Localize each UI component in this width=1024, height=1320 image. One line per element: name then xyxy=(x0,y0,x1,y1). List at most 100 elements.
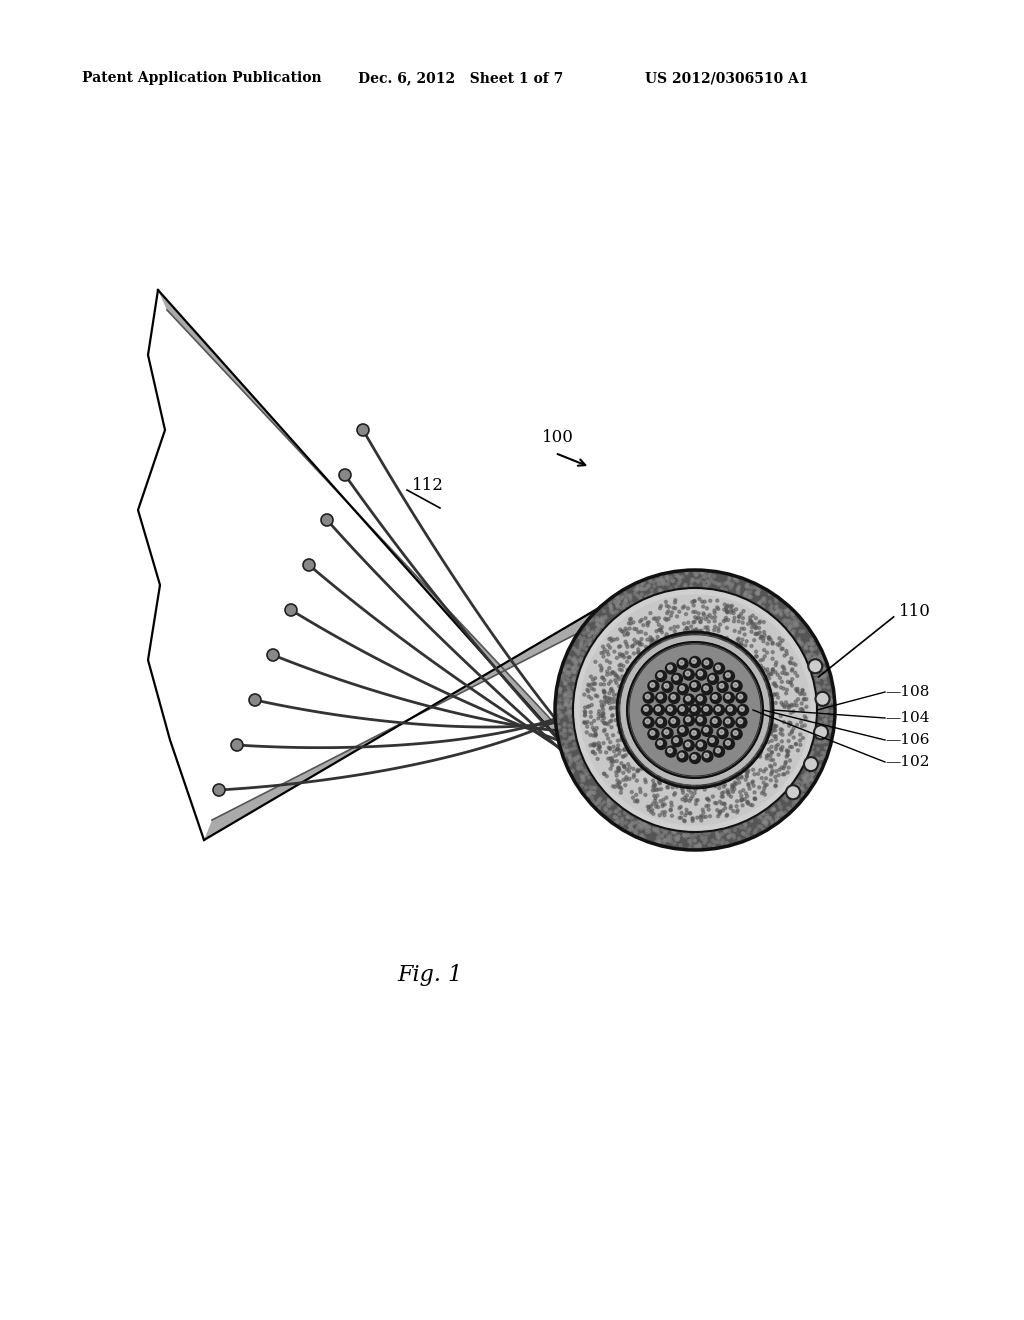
Circle shape xyxy=(716,748,720,752)
Circle shape xyxy=(623,605,626,607)
Circle shape xyxy=(784,692,787,694)
Circle shape xyxy=(588,642,591,644)
Circle shape xyxy=(786,754,788,756)
Circle shape xyxy=(639,587,642,590)
Circle shape xyxy=(562,669,565,672)
Circle shape xyxy=(823,711,826,714)
Circle shape xyxy=(716,834,719,837)
Circle shape xyxy=(748,787,751,791)
Circle shape xyxy=(761,680,764,684)
Circle shape xyxy=(797,780,800,783)
Circle shape xyxy=(629,598,632,601)
Circle shape xyxy=(772,808,775,810)
Circle shape xyxy=(771,642,774,644)
Circle shape xyxy=(558,706,561,709)
Circle shape xyxy=(567,678,570,682)
Circle shape xyxy=(760,635,763,638)
Circle shape xyxy=(650,731,654,735)
Circle shape xyxy=(711,717,721,727)
Circle shape xyxy=(609,697,612,701)
Circle shape xyxy=(636,768,639,771)
Circle shape xyxy=(792,804,795,807)
Circle shape xyxy=(663,841,666,843)
Circle shape xyxy=(740,799,743,801)
Circle shape xyxy=(781,813,784,816)
Circle shape xyxy=(713,574,716,578)
Circle shape xyxy=(621,706,624,709)
Circle shape xyxy=(773,725,776,729)
Circle shape xyxy=(787,721,791,725)
Circle shape xyxy=(684,796,686,799)
Circle shape xyxy=(733,788,736,791)
Circle shape xyxy=(649,639,652,643)
Circle shape xyxy=(569,730,572,733)
Circle shape xyxy=(689,729,700,739)
Circle shape xyxy=(732,836,735,840)
Circle shape xyxy=(807,783,810,787)
Circle shape xyxy=(771,651,774,653)
Circle shape xyxy=(774,725,777,727)
Circle shape xyxy=(727,581,730,583)
Circle shape xyxy=(726,605,729,607)
Circle shape xyxy=(746,770,750,772)
Circle shape xyxy=(700,836,703,838)
Circle shape xyxy=(597,618,600,620)
Circle shape xyxy=(694,628,697,631)
Circle shape xyxy=(583,647,586,649)
Circle shape xyxy=(774,684,776,686)
Circle shape xyxy=(792,632,795,635)
Circle shape xyxy=(720,795,723,799)
Circle shape xyxy=(564,693,567,696)
Circle shape xyxy=(755,626,758,630)
Circle shape xyxy=(722,619,725,623)
Circle shape xyxy=(652,783,655,785)
Circle shape xyxy=(790,711,793,714)
Circle shape xyxy=(825,673,827,676)
Circle shape xyxy=(801,785,804,789)
Circle shape xyxy=(740,644,743,647)
Circle shape xyxy=(745,640,749,643)
Circle shape xyxy=(764,820,767,824)
Circle shape xyxy=(618,748,622,752)
Circle shape xyxy=(584,643,587,645)
Circle shape xyxy=(806,762,809,764)
Circle shape xyxy=(798,638,801,640)
Circle shape xyxy=(572,735,575,738)
Circle shape xyxy=(764,817,767,820)
Circle shape xyxy=(602,742,605,744)
Circle shape xyxy=(655,717,667,727)
Circle shape xyxy=(829,729,833,733)
Circle shape xyxy=(737,585,740,589)
Circle shape xyxy=(774,701,777,705)
Circle shape xyxy=(599,714,602,718)
Circle shape xyxy=(812,764,815,767)
Circle shape xyxy=(713,611,716,614)
Text: 112: 112 xyxy=(412,477,443,494)
Circle shape xyxy=(622,664,625,668)
Circle shape xyxy=(570,701,573,705)
Circle shape xyxy=(797,698,800,701)
Circle shape xyxy=(563,681,566,685)
Circle shape xyxy=(601,645,604,648)
Circle shape xyxy=(800,643,803,645)
Circle shape xyxy=(726,813,729,816)
Circle shape xyxy=(635,779,638,783)
Circle shape xyxy=(566,694,569,697)
Circle shape xyxy=(796,784,799,788)
Circle shape xyxy=(599,619,602,623)
Circle shape xyxy=(816,678,819,681)
Circle shape xyxy=(580,760,583,763)
Circle shape xyxy=(743,634,746,636)
Circle shape xyxy=(680,706,684,711)
Circle shape xyxy=(697,696,702,701)
Circle shape xyxy=(698,598,701,601)
Circle shape xyxy=(629,825,632,828)
Circle shape xyxy=(655,738,667,750)
Circle shape xyxy=(717,627,720,630)
Circle shape xyxy=(776,609,778,612)
Circle shape xyxy=(732,809,735,813)
Circle shape xyxy=(594,733,597,735)
Circle shape xyxy=(760,751,763,754)
Circle shape xyxy=(753,784,755,787)
Circle shape xyxy=(565,692,568,694)
